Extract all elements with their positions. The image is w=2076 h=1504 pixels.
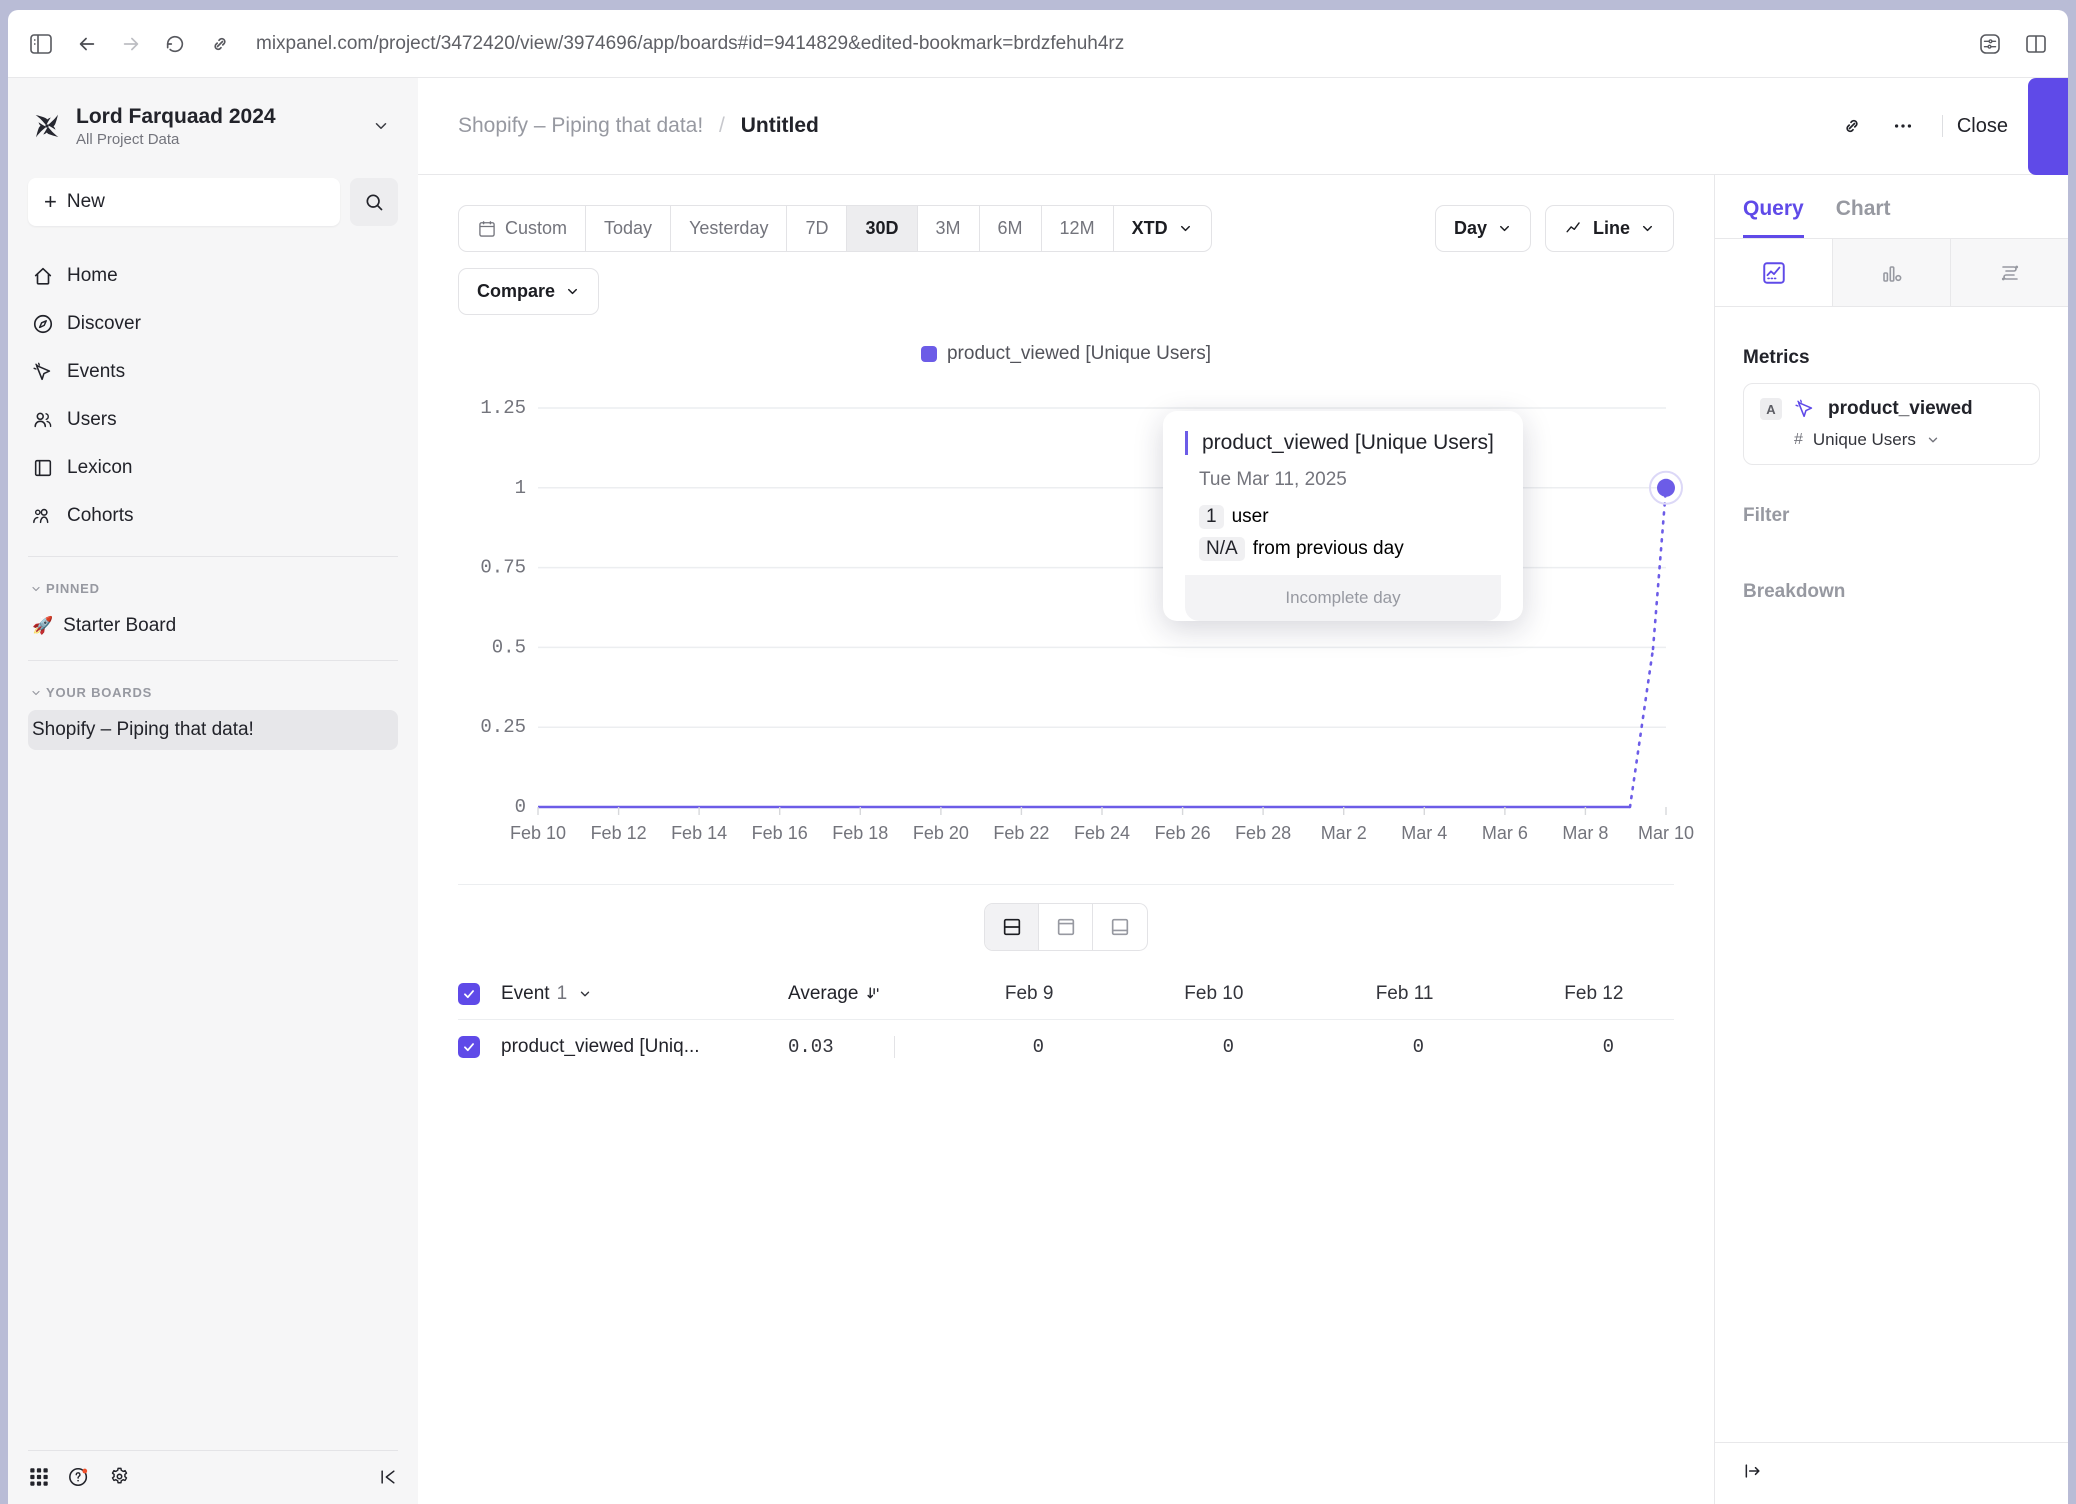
svg-text:Feb 12: Feb 12 xyxy=(591,823,647,843)
svg-text:Mar 6: Mar 6 xyxy=(1482,823,1528,843)
svg-text:0.25: 0.25 xyxy=(480,716,526,738)
svg-text:Feb 18: Feb 18 xyxy=(832,823,888,843)
svg-text:Mar 10: Mar 10 xyxy=(1638,823,1694,843)
svg-text:1: 1 xyxy=(515,477,526,499)
svg-text:Feb 10: Feb 10 xyxy=(510,823,566,843)
svg-text:0: 0 xyxy=(515,796,526,818)
svg-text:Mar 8: Mar 8 xyxy=(1562,823,1608,843)
svg-text:Mar 2: Mar 2 xyxy=(1321,823,1367,843)
svg-text:Feb 20: Feb 20 xyxy=(913,823,969,843)
svg-text:1.25: 1.25 xyxy=(480,397,526,419)
svg-text:Feb 22: Feb 22 xyxy=(993,823,1049,843)
svg-text:0.5: 0.5 xyxy=(492,636,526,658)
svg-text:0.75: 0.75 xyxy=(480,557,526,579)
svg-text:Feb 24: Feb 24 xyxy=(1074,823,1130,843)
svg-text:Mar 4: Mar 4 xyxy=(1401,823,1447,843)
svg-text:Feb 16: Feb 16 xyxy=(752,823,808,843)
svg-text:Feb 28: Feb 28 xyxy=(1235,823,1291,843)
svg-text:Feb 26: Feb 26 xyxy=(1155,823,1211,843)
svg-text:Feb 14: Feb 14 xyxy=(671,823,727,843)
